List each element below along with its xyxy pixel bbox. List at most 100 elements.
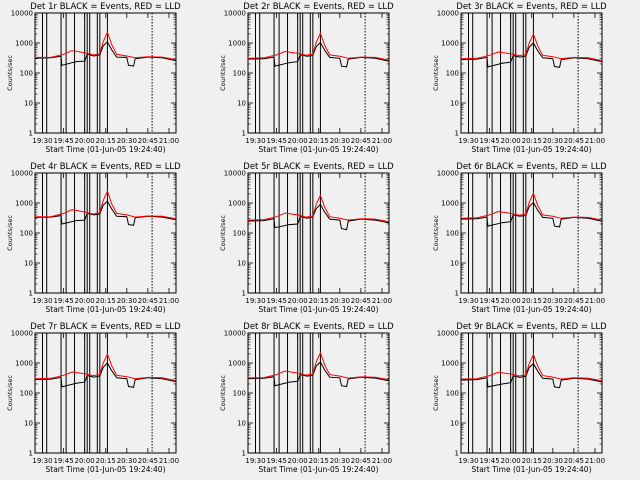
x-tick-label: 21:00 bbox=[159, 457, 179, 465]
y-tick-label: 10000 bbox=[224, 10, 246, 18]
x-tick-label: 20:15 bbox=[522, 297, 542, 305]
x-tick-label: 19:30 bbox=[32, 137, 52, 145]
y-tick-label: 1000 bbox=[15, 200, 33, 208]
series-events-black bbox=[247, 41, 389, 68]
series-events-black bbox=[34, 200, 176, 226]
plot-frame bbox=[460, 332, 603, 454]
series-lld-red bbox=[34, 30, 176, 61]
y-tick-label: 100 bbox=[446, 390, 459, 398]
x-tick-label: 20:15 bbox=[96, 297, 116, 305]
x-tick-label: 20:00 bbox=[501, 457, 521, 465]
y-tick-label: 1000 bbox=[15, 40, 33, 48]
y-tick-label: 1 bbox=[242, 450, 246, 458]
chart-title: Det 7r BLACK = Events, RED = LLD bbox=[30, 322, 181, 332]
plot-frame bbox=[34, 12, 177, 134]
y-axis-label: Counts/sec bbox=[6, 215, 14, 251]
panel-det-4: Det 4r BLACK = Events, RED = LLD 1 10 100 10… bbox=[6, 162, 181, 314]
x-tick-label: 19:45 bbox=[53, 297, 73, 305]
y-axis-label: Counts/sec bbox=[219, 215, 227, 251]
x-tick-label: 20:15 bbox=[522, 457, 542, 465]
y-tick-label: 1000 bbox=[228, 200, 246, 208]
chart-title: Det 2r BLACK = Events, RED = LLD bbox=[243, 2, 394, 12]
x-tick-label: 19:45 bbox=[266, 297, 286, 305]
chart-title: Det 3r BLACK = Events, RED = LLD bbox=[456, 2, 607, 12]
panel-det-7: Det 7r BLACK = Events, RED = LLD 1 10 100 10… bbox=[6, 322, 181, 474]
x-tick-label: 20:30 bbox=[543, 137, 563, 145]
series-lld-red bbox=[247, 193, 389, 223]
y-tick-label: 10 bbox=[450, 260, 459, 268]
series-events-black bbox=[247, 361, 389, 388]
y-tick-label: 100 bbox=[20, 70, 33, 78]
y-tick-label: 10000 bbox=[11, 10, 33, 18]
x-tick-label: 20:00 bbox=[75, 297, 95, 305]
x-tick-label: 20:15 bbox=[522, 137, 542, 145]
x-tick-label: 21:00 bbox=[159, 137, 179, 145]
y-tick-label: 10000 bbox=[437, 10, 459, 18]
x-tick-label: 20:30 bbox=[117, 137, 137, 145]
chart-title: Det 4r BLACK = Events, RED = LLD bbox=[30, 162, 181, 172]
x-tick-label: 20:30 bbox=[543, 457, 563, 465]
x-tick-label: 20:00 bbox=[288, 457, 308, 465]
y-tick-label: 10 bbox=[237, 420, 246, 428]
x-tick-label: 20:15 bbox=[96, 457, 116, 465]
y-tick-label: 1000 bbox=[441, 360, 459, 368]
y-tick-label: 10 bbox=[24, 260, 33, 268]
y-tick-label: 1 bbox=[29, 290, 33, 298]
y-tick-label: 1 bbox=[29, 130, 33, 138]
x-tick-label: 19:30 bbox=[245, 137, 265, 145]
x-tick-label: 21:00 bbox=[372, 457, 392, 465]
x-tick-label: 20:45 bbox=[564, 137, 584, 145]
y-tick-label: 1000 bbox=[441, 40, 459, 48]
series-lld-red bbox=[247, 31, 389, 61]
x-tick-label: 20:00 bbox=[288, 297, 308, 305]
panel-det-2: Det 2r BLACK = Events, RED = LLD 1 10 100 10… bbox=[219, 2, 394, 154]
y-tick-label: 100 bbox=[446, 230, 459, 238]
x-tick-label: 20:00 bbox=[75, 457, 95, 465]
y-tick-label: 10 bbox=[237, 100, 246, 108]
plot-frame bbox=[247, 172, 390, 294]
y-tick-label: 100 bbox=[233, 390, 246, 398]
panel-det-5: Det 5r BLACK = Events, RED = LLD 1 10 100 10… bbox=[219, 162, 394, 314]
x-tick-label: 20:45 bbox=[564, 457, 584, 465]
y-axis-label: Counts/sec bbox=[432, 375, 440, 411]
y-tick-label: 10 bbox=[24, 100, 33, 108]
panel-det-6: Det 6r BLACK = Events, RED = LLD 1 10 100 10… bbox=[432, 162, 607, 314]
x-axis-label: Start Time (01-Jun-05 19:24:40) bbox=[46, 465, 166, 474]
series-events-black bbox=[34, 362, 176, 388]
y-tick-label: 10000 bbox=[224, 330, 246, 338]
x-axis-label: Start Time (01-Jun-05 19:24:40) bbox=[46, 145, 166, 154]
y-tick-label: 10 bbox=[24, 420, 33, 428]
y-axis-label: Counts/sec bbox=[219, 375, 227, 411]
x-axis-label: Start Time (01-Jun-05 19:24:40) bbox=[259, 465, 379, 474]
x-axis-label: Start Time (01-Jun-05 19:24:40) bbox=[46, 305, 166, 314]
x-axis-label: Start Time (01-Jun-05 19:24:40) bbox=[259, 145, 379, 154]
series-lld-red bbox=[460, 32, 602, 62]
x-axis-label: Start Time (01-Jun-05 19:24:40) bbox=[259, 305, 379, 314]
chart-title: Det 8r BLACK = Events, RED = LLD bbox=[243, 322, 394, 332]
y-tick-label: 10 bbox=[450, 420, 459, 428]
x-tick-label: 20:45 bbox=[138, 457, 158, 465]
x-tick-label: 19:45 bbox=[266, 137, 286, 145]
plot-frame bbox=[460, 12, 603, 134]
x-tick-label: 20:30 bbox=[330, 457, 350, 465]
x-tick-label: 20:00 bbox=[75, 137, 95, 145]
y-tick-label: 1 bbox=[455, 130, 459, 138]
series-events-black bbox=[460, 42, 602, 68]
series-lld-red bbox=[34, 189, 176, 220]
x-tick-label: 19:45 bbox=[53, 137, 73, 145]
x-tick-label: 20:00 bbox=[288, 137, 308, 145]
x-tick-label: 20:00 bbox=[501, 137, 521, 145]
series-events-black bbox=[460, 362, 602, 389]
x-tick-label: 21:00 bbox=[159, 297, 179, 305]
y-tick-label: 1000 bbox=[228, 40, 246, 48]
plot-frame bbox=[460, 172, 603, 294]
x-tick-label: 20:30 bbox=[330, 137, 350, 145]
x-tick-label: 20:30 bbox=[330, 297, 350, 305]
x-tick-label: 19:30 bbox=[245, 457, 265, 465]
y-tick-label: 100 bbox=[20, 390, 33, 398]
x-tick-label: 19:45 bbox=[53, 457, 73, 465]
x-tick-label: 20:45 bbox=[351, 297, 371, 305]
panel-det-9: Det 9r BLACK = Events, RED = LLD 1 10 100 10… bbox=[432, 322, 607, 474]
y-tick-label: 10 bbox=[237, 260, 246, 268]
